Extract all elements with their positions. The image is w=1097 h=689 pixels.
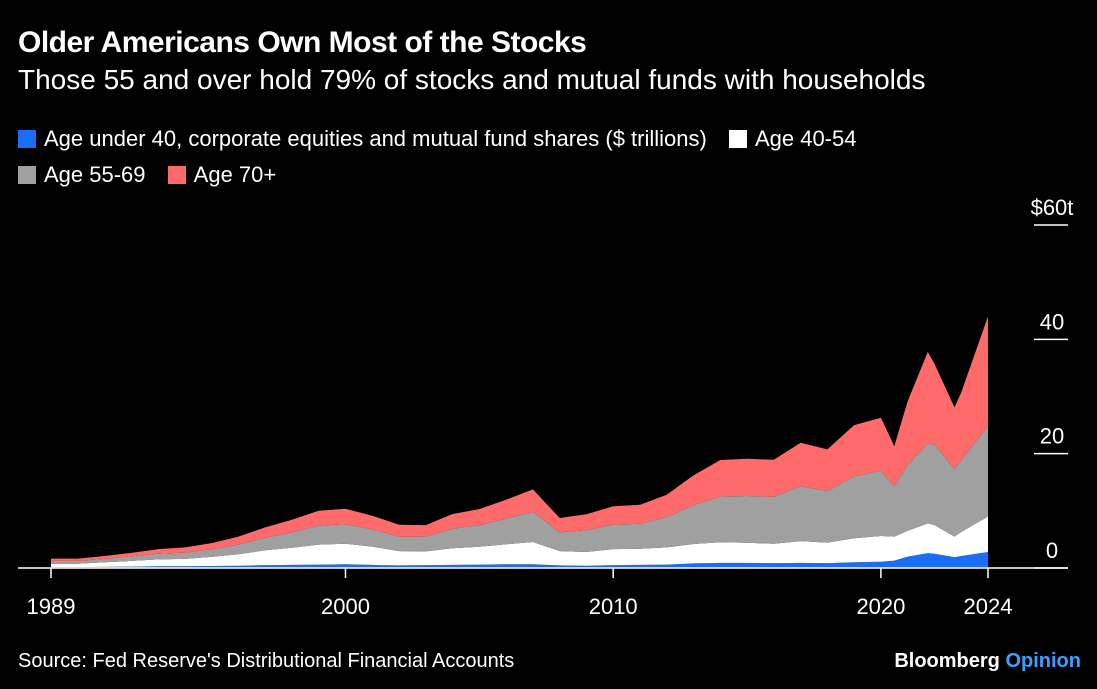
area-series-0 bbox=[51, 552, 988, 568]
area-series-2 bbox=[51, 426, 988, 564]
area-series-1 bbox=[51, 516, 988, 568]
legend-item-40-54: Age 40-54 bbox=[728, 122, 857, 156]
brand-logo: Bloomberg Opinion bbox=[894, 650, 1081, 673]
source-note: Source: Fed Reserve's Distributional Fin… bbox=[18, 650, 515, 672]
y-tick-label-3: 0 bbox=[1046, 538, 1058, 563]
legend-item-under-40: Age under 40, corporate equities and mut… bbox=[18, 122, 707, 156]
x-tick-label-4: 2024 bbox=[964, 594, 1013, 619]
chart-subtitle: Those 55 and over hold 79% of stocks and… bbox=[18, 64, 926, 95]
x-tick-label-2: 2010 bbox=[589, 594, 638, 619]
legend-label-40-54: Age 40-54 bbox=[754, 126, 857, 151]
legend-item-70-plus: Age 70+ bbox=[167, 158, 277, 192]
area-layers bbox=[51, 316, 988, 568]
legend-swatch-70-plus bbox=[167, 166, 186, 184]
chart-title: Older Americans Own Most of the Stocks bbox=[18, 26, 587, 59]
brand-suffix: Opinion bbox=[1005, 650, 1081, 672]
legend-item-55-69: Age 55-69 bbox=[18, 158, 146, 192]
y-axis: $60t 40 20 0 bbox=[1031, 195, 1074, 569]
y-tick-label-0: $60t bbox=[1031, 195, 1074, 220]
legend-label-55-69: Age 55-69 bbox=[44, 162, 146, 187]
legend-swatch-under-40 bbox=[18, 130, 36, 148]
legend-label-70-plus: Age 70+ bbox=[193, 162, 277, 187]
brand-name: Bloomberg bbox=[894, 650, 1000, 672]
legend-swatch-40-54 bbox=[728, 130, 747, 148]
area-series-3 bbox=[51, 316, 988, 561]
y-tick-label-2: 20 bbox=[1040, 424, 1064, 449]
legend: Age under 40, corporate equities and mut… bbox=[18, 122, 1078, 194]
x-axis: 1989 2000 2010 2020 2024 bbox=[18, 567, 1068, 619]
y-tick-label-1: 40 bbox=[1040, 309, 1064, 334]
x-tick-label-0: 1989 bbox=[27, 594, 76, 619]
x-tick-label-1: 2000 bbox=[321, 594, 370, 619]
x-tick-label-3: 2020 bbox=[856, 594, 905, 619]
legend-label-under-40: Age under 40, corporate equities and mut… bbox=[44, 126, 707, 151]
legend-swatch-55-69 bbox=[18, 166, 36, 184]
